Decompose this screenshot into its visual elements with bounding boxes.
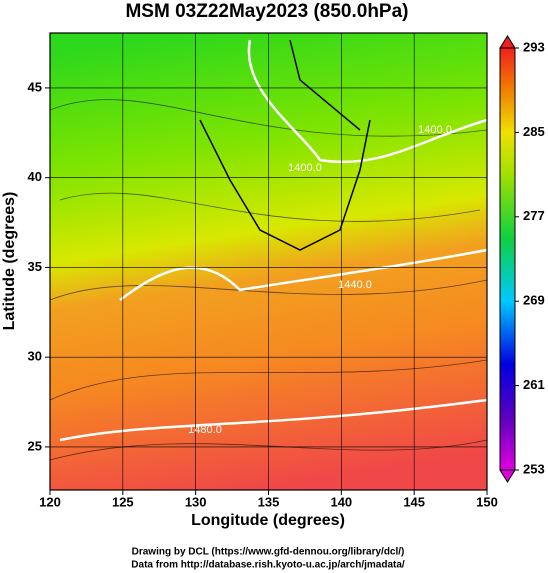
colorbar-extend-bottom bbox=[499, 469, 516, 483]
y-tick-label: 45 bbox=[28, 79, 42, 94]
colorbar-tick-label: 269 bbox=[523, 293, 545, 308]
contour-lines bbox=[59, 39, 488, 442]
colorbar-tick-label: 261 bbox=[523, 377, 545, 392]
x-tick-label: 145 bbox=[403, 494, 425, 509]
x-tick-label: 150 bbox=[476, 494, 498, 509]
streamlines bbox=[49, 99, 488, 461]
colorbar-tick-label: 277 bbox=[523, 208, 545, 223]
credit: Data from http://database.rish.kyoto-u.a… bbox=[131, 560, 405, 571]
colorbar bbox=[499, 47, 516, 471]
y-axis-label: Latitude (degrees) bbox=[1, 192, 18, 331]
colorbar-tick-label: 293 bbox=[523, 39, 545, 54]
y-tick-label: 25 bbox=[28, 438, 42, 453]
x-tick-label: 125 bbox=[112, 494, 134, 509]
colorbar-tick-label: 253 bbox=[523, 461, 545, 476]
colorbar-extend-top bbox=[499, 35, 516, 49]
contour-label: 1400.0 bbox=[418, 124, 452, 136]
contour-label: 1400.0 bbox=[288, 162, 322, 174]
y-tick-label: 40 bbox=[28, 169, 42, 184]
x-tick-label: 130 bbox=[185, 494, 207, 509]
contour-label: 1440.0 bbox=[338, 279, 372, 291]
contour-label: 1480.0 bbox=[188, 424, 222, 436]
x-tick-label: 135 bbox=[258, 494, 280, 509]
chart-title: MSM 03Z22May2023 (850.0hPa) bbox=[125, 1, 408, 22]
x-axis-label: Longitude (degrees) bbox=[191, 512, 345, 529]
y-tick-label: 35 bbox=[28, 259, 42, 274]
colorbar-tick-label: 285 bbox=[523, 124, 545, 139]
coastline bbox=[199, 39, 371, 251]
x-tick-label: 140 bbox=[330, 494, 352, 509]
credit: Drawing by DCL (https://www.gfd-dennou.o… bbox=[132, 547, 405, 558]
y-tick-label: 30 bbox=[28, 349, 42, 364]
x-tick-label: 120 bbox=[39, 494, 61, 509]
